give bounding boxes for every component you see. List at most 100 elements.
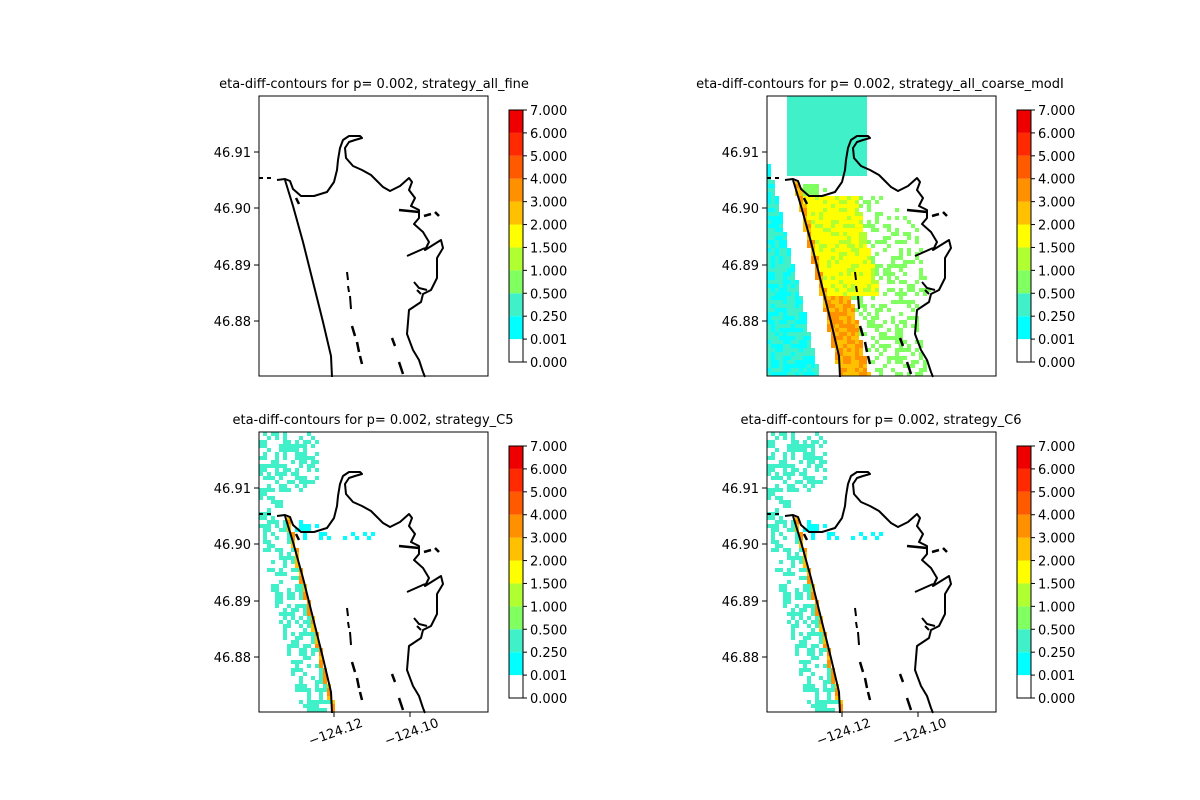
field-cell — [843, 232, 847, 236]
field-cell — [331, 460, 335, 464]
field-cell — [831, 364, 835, 368]
field-cell — [479, 448, 483, 452]
field-cell — [347, 472, 351, 476]
field-cell — [851, 232, 855, 236]
field-cell — [967, 104, 971, 108]
field-cell — [463, 512, 467, 516]
field-cell — [995, 244, 999, 248]
field-cell — [819, 356, 823, 360]
field-cell — [435, 512, 439, 516]
field-cell — [463, 452, 467, 456]
field-cell — [811, 228, 815, 232]
field-cell — [447, 452, 451, 456]
field-cell — [831, 160, 835, 164]
field-cell — [943, 136, 947, 140]
field-cell — [991, 152, 995, 156]
field-cell — [815, 312, 819, 316]
field-cell — [847, 240, 851, 244]
field-cell — [915, 120, 919, 124]
field-cell — [843, 276, 847, 280]
field-cell — [363, 504, 367, 508]
field-cell — [931, 200, 935, 204]
field-cell — [791, 284, 795, 288]
field-cell — [839, 344, 843, 348]
field-cell — [883, 132, 887, 136]
field-cell — [463, 476, 467, 480]
field-cell — [359, 488, 363, 492]
field-cell — [411, 432, 415, 436]
field-cell — [859, 272, 863, 276]
field-cell — [927, 96, 931, 100]
field-cell — [811, 152, 815, 156]
field-cell — [851, 176, 855, 180]
field-cell — [815, 232, 819, 236]
field-cell — [867, 284, 871, 288]
field-cell — [883, 168, 887, 172]
field-cell — [375, 520, 379, 524]
field-cell — [831, 172, 835, 176]
field-cell — [319, 484, 323, 488]
field-cell — [411, 492, 415, 496]
field-cell — [815, 328, 819, 332]
field-cell — [399, 460, 403, 464]
field-cell — [827, 300, 831, 304]
field-cell — [799, 104, 803, 108]
field-cell — [879, 336, 883, 340]
field-cell — [831, 232, 835, 236]
field-cell — [871, 228, 875, 232]
field-cell — [887, 152, 891, 156]
field-cell — [795, 96, 799, 100]
field-cell — [891, 96, 895, 100]
field-cell — [779, 288, 783, 292]
field-cell — [259, 500, 263, 504]
field-cell — [951, 208, 955, 212]
field-cell — [827, 272, 831, 276]
field-cell — [299, 452, 303, 456]
field-cell — [383, 456, 387, 460]
field-cell — [795, 304, 799, 308]
field-cell — [299, 480, 303, 484]
field-cell — [371, 480, 375, 484]
field-cell — [791, 236, 795, 240]
field-cell — [795, 120, 799, 124]
field-cell — [447, 464, 451, 468]
field-cell — [903, 140, 907, 144]
field-cell — [907, 344, 911, 348]
field-cell — [291, 472, 295, 476]
field-cell — [943, 220, 947, 224]
field-cell — [927, 156, 931, 160]
field-cell — [995, 268, 999, 272]
field-cell — [807, 360, 811, 364]
field-cell — [791, 280, 795, 284]
field-cell — [859, 168, 863, 172]
field-cell — [875, 308, 879, 312]
field-cell — [783, 196, 787, 200]
field-cell — [275, 460, 279, 464]
field-cell — [915, 200, 919, 204]
field-cell — [955, 108, 959, 112]
field-cell — [775, 296, 779, 300]
field-cell — [951, 220, 955, 224]
field-cell — [771, 176, 775, 180]
field-cell — [967, 300, 971, 304]
field-cell — [375, 464, 379, 468]
field-cell — [463, 472, 467, 476]
field-cell — [827, 100, 831, 104]
field-cell — [919, 316, 923, 320]
field-cell — [955, 188, 959, 192]
field-cell — [319, 504, 323, 508]
field-cell — [767, 368, 771, 372]
field-cell — [883, 128, 887, 132]
field-cell — [819, 304, 823, 308]
field-cell — [315, 516, 319, 520]
field-cell — [855, 252, 859, 256]
field-cell — [823, 188, 827, 192]
field-cell — [839, 276, 843, 280]
field-cell — [819, 204, 823, 208]
field-cell — [851, 200, 855, 204]
field-cell — [991, 312, 995, 316]
field-cell — [439, 484, 443, 488]
field-cell — [859, 296, 863, 300]
field-cell — [967, 116, 971, 120]
field-cell — [799, 140, 803, 144]
